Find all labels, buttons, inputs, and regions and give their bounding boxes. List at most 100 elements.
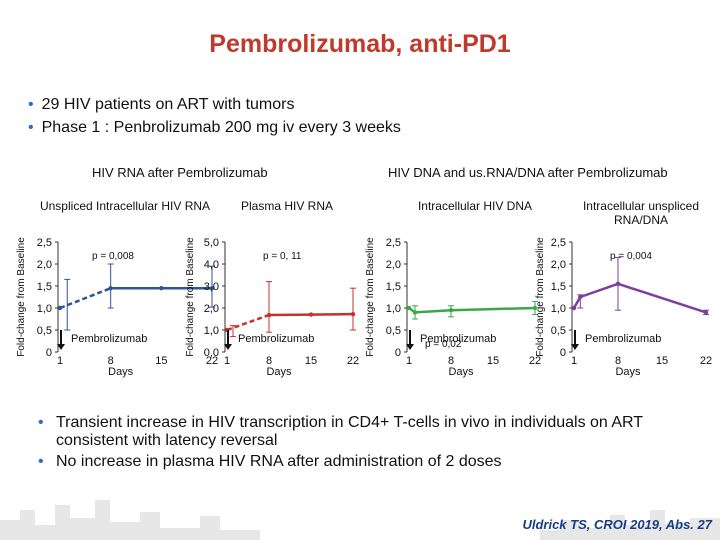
x-axis-label: Days — [448, 366, 474, 378]
data-point — [532, 305, 538, 311]
y-tick-label: 2,5 — [37, 237, 52, 249]
y-tick-label: 0,0 — [204, 347, 219, 359]
y-axis-label: Fold-change from Baseline — [535, 237, 546, 357]
x-tick-label: 8 — [108, 355, 114, 367]
x-tick-label: 15 — [155, 355, 167, 367]
x-tick-label: 1 — [57, 355, 63, 367]
bullet-text: No increase in plasma HIV RNA after admi… — [56, 453, 502, 470]
data-point — [571, 305, 577, 311]
bullet-dot-icon: • — [28, 96, 34, 113]
slide-title: Pembrolizumab, anti-PD1 — [209, 30, 511, 58]
arrow-head-icon — [571, 344, 579, 350]
y-tick-label: 2,5 — [551, 237, 566, 249]
p-value-label: p = 0,004 — [610, 251, 652, 262]
series-line-segment — [59, 287, 112, 310]
arrow-head-icon — [406, 344, 414, 350]
y-tick-label: 1,5 — [551, 281, 566, 293]
p-value-label: p = 0,02 — [425, 339, 462, 350]
y-tick-label: 0,5 — [551, 325, 566, 337]
x-tick-label: 15 — [656, 355, 668, 367]
panel-title-1: Unspliced Intracellular HIV RNA — [39, 199, 211, 213]
y-tick-label: 1,0 — [37, 303, 52, 315]
data-point — [615, 281, 621, 286]
data-point — [159, 286, 164, 291]
arrow-head-icon — [57, 344, 65, 350]
y-axis-label: Fold-change from Baseline — [16, 237, 27, 357]
x-axis-label: Days — [266, 366, 292, 378]
panel-title-4: Intracellular unspliced RNA/DNA — [582, 199, 700, 227]
bullet-dot-icon: • — [28, 119, 34, 136]
section-title-left: HIV RNA after Pembrolizumab — [92, 165, 268, 180]
x-tick-label: 1 — [406, 355, 412, 367]
y-tick-label: 0 — [46, 347, 52, 359]
bottom-bullet-list: • Transient increase in HIV transcription… — [38, 414, 718, 474]
series-line-segment — [579, 282, 619, 299]
y-tick-label: 2,0 — [204, 303, 219, 315]
x-tick-label: 1 — [571, 355, 577, 367]
y-tick-label: 0 — [560, 347, 566, 359]
annotation-label: Pembrolizumab — [585, 333, 661, 345]
y-tick-label: 1,5 — [386, 281, 401, 293]
y-tick-label: 1,5 — [37, 281, 52, 293]
data-point — [308, 312, 314, 317]
city-skyline-decoration — [0, 500, 720, 540]
x-axis-label: Days — [108, 366, 134, 378]
x-tick-label: 22 — [347, 355, 359, 367]
bullet-item: • No increase in plasma HIV RNA after adm… — [38, 453, 718, 471]
annotation-label: Pembrolizumab — [420, 333, 496, 345]
y-tick-label: 0,5 — [386, 325, 401, 337]
y-tick-label: 3,0 — [204, 281, 219, 293]
data-point — [350, 311, 356, 317]
series-line-segment — [617, 282, 707, 314]
data-point — [578, 294, 583, 300]
panel-title-2: Plasma HIV RNA — [240, 199, 334, 213]
x-tick-label: 22 — [700, 355, 712, 367]
data-point — [108, 286, 113, 291]
data-point — [57, 305, 63, 311]
y-tick-label: 2,5 — [386, 237, 401, 249]
y-tick-label: 4,0 — [204, 259, 219, 271]
p-value-label: p = 0, 11 — [263, 251, 302, 262]
arrow-head-icon — [224, 344, 232, 350]
bullet-text: Transient increase in HIV transcription … — [56, 414, 643, 449]
series-line-segment — [414, 308, 452, 314]
data-point — [406, 305, 412, 311]
x-tick-label: 22 — [529, 355, 541, 367]
x-tick-label: 15 — [487, 355, 499, 367]
section-title-right: HIV DNA and us.RNA/DNA after Pembrolizum… — [388, 165, 668, 180]
y-tick-label: 2,0 — [386, 259, 401, 271]
y-tick-label: 0 — [395, 347, 401, 359]
annotation-label: Pembrolizumab — [71, 333, 147, 345]
y-axis-label: Fold-change from Baseline — [185, 237, 196, 357]
x-tick-label: 15 — [305, 355, 317, 367]
bullet-dot-icon: • — [38, 453, 44, 470]
y-tick-label: 1,0 — [204, 325, 219, 337]
data-point — [703, 310, 709, 315]
p-value-label: p = 0,008 — [92, 251, 134, 262]
bullet-dot-icon: • — [38, 414, 44, 431]
data-point — [448, 308, 454, 313]
bullet-text: Phase 1 : Penbrolizumab 200 mg iv every … — [41, 119, 401, 136]
bullet-item: • Transient increase in HIV transcription… — [38, 414, 718, 450]
citation: Uldrick TS, CROI 2019, Abs. 27 — [522, 517, 712, 532]
x-tick-label: 8 — [266, 355, 272, 367]
x-axis-label: Days — [615, 366, 641, 378]
x-tick-label: 8 — [448, 355, 454, 367]
y-tick-label: 0,5 — [37, 325, 52, 337]
panel-title-3: Intracellular HIV DNA — [417, 199, 533, 213]
y-tick-label: 5,0 — [204, 237, 219, 249]
y-tick-label: 1,0 — [551, 303, 566, 315]
x-tick-label: 22 — [206, 355, 218, 367]
data-point — [209, 286, 215, 291]
y-tick-label: 1,0 — [386, 303, 401, 315]
x-tick-label: 8 — [615, 355, 621, 367]
series-line-segment — [450, 306, 536, 312]
y-tick-label: 2,0 — [551, 259, 566, 271]
x-tick-label: 1 — [224, 355, 230, 367]
top-bullet-list: • 29 HIV patients on ART with tumors • Pha… — [28, 96, 401, 142]
charts-canvas: Fold-change from Baseline 0 0,5 1,0 1,5 2,0 2,… — [16, 237, 712, 378]
bullet-item: • 29 HIV patients on ART with tumors — [28, 96, 401, 114]
bullet-item: • Phase 1 : Penbrolizumab 200 mg iv every… — [28, 119, 401, 137]
annotation-label: Pembrolizumab — [238, 333, 314, 345]
y-axis-label: Fold-change from Baseline — [365, 237, 376, 357]
